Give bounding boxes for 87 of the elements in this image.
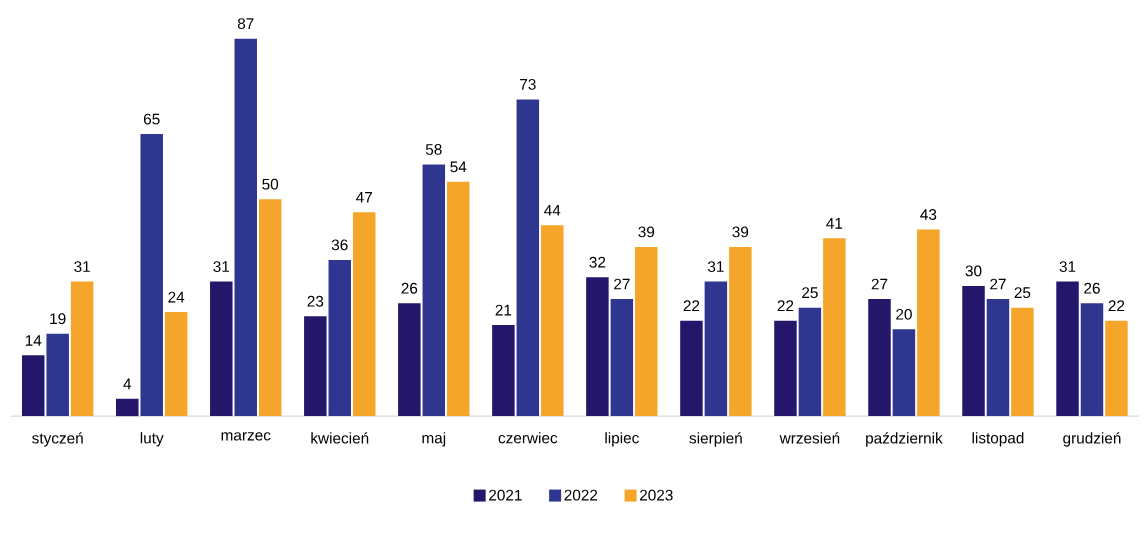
bar	[258, 198, 282, 416]
bar	[422, 164, 446, 416]
x-tick-label: październik	[866, 431, 943, 447]
bar	[774, 320, 797, 416]
bar	[116, 398, 139, 416]
data-label: 36	[331, 239, 348, 251]
bar	[234, 38, 257, 416]
bar	[492, 324, 515, 416]
bar	[210, 281, 233, 416]
data-label: 39	[732, 226, 749, 238]
bar	[46, 333, 69, 416]
bar	[917, 229, 940, 416]
data-label: 31	[213, 260, 230, 272]
bar	[447, 181, 470, 416]
bar	[516, 99, 540, 416]
data-label: 41	[826, 217, 843, 229]
data-label: 26	[1084, 282, 1100, 294]
data-label: 19	[50, 312, 66, 324]
bar	[635, 246, 658, 416]
bar	[610, 298, 634, 416]
x-tick-label: marzec	[221, 431, 271, 441]
bar	[1011, 307, 1034, 416]
bar	[1105, 320, 1128, 416]
bar	[398, 303, 421, 416]
data-label: 23	[307, 295, 324, 307]
bar	[22, 355, 45, 416]
data-label: 73	[520, 78, 536, 90]
bar	[70, 281, 94, 416]
bar	[304, 316, 327, 416]
data-label: 47	[356, 191, 372, 203]
bar	[352, 211, 376, 416]
data-label: 58	[425, 143, 442, 155]
data-label: 50	[262, 178, 279, 190]
data-label: 27	[990, 278, 1006, 290]
legend-label: 2023	[640, 489, 673, 501]
x-tick-label: grudzień	[1063, 431, 1121, 447]
data-label: 30	[965, 265, 982, 277]
data-label: 54	[450, 161, 467, 172]
bar	[1080, 303, 1104, 416]
data-label: 22	[777, 300, 794, 311]
data-label: 27	[614, 278, 630, 290]
data-label: 39	[638, 226, 655, 238]
data-label: 24	[168, 291, 185, 303]
bar	[962, 285, 985, 416]
bar	[140, 133, 163, 416]
data-label: 22	[1108, 300, 1125, 311]
bar	[328, 259, 352, 416]
bar	[798, 307, 822, 416]
data-label: 27	[871, 278, 888, 290]
x-tick-label: wrzesień	[779, 431, 840, 444]
data-label: 31	[74, 260, 90, 272]
data-label: 87	[237, 17, 254, 29]
bar	[541, 224, 564, 416]
bar	[680, 320, 703, 416]
data-label: 22	[683, 300, 700, 311]
legend-label: 2021	[489, 489, 522, 501]
bar	[164, 311, 188, 416]
x-tick-label: listopad	[972, 431, 1024, 447]
data-label: 25	[1014, 286, 1031, 298]
bar	[892, 329, 916, 416]
data-label: 4	[123, 378, 132, 389]
data-label: 21	[495, 304, 512, 316]
data-label: 32	[589, 256, 606, 268]
data-label: 44	[544, 204, 561, 216]
bar	[986, 298, 1010, 416]
data-label: 25	[802, 286, 818, 298]
bar	[704, 281, 728, 416]
x-tick-label: styczeń	[32, 431, 83, 447]
data-label: 20	[896, 308, 912, 320]
x-tick-label: maj	[422, 431, 446, 447]
data-label: 31	[707, 260, 724, 272]
bar	[586, 277, 609, 416]
legend-label: 2022	[564, 489, 598, 501]
bar	[729, 246, 752, 416]
data-label: 65	[143, 113, 160, 125]
data-label: 43	[920, 208, 937, 220]
x-tick-label: luty	[140, 431, 164, 447]
data-label: 31	[1059, 260, 1076, 272]
x-tick-label: sierpień	[689, 431, 742, 447]
bar	[868, 298, 891, 416]
data-label: 14	[25, 334, 42, 346]
bar	[1056, 281, 1079, 416]
bar	[823, 238, 846, 416]
x-tick-label: lipiec	[605, 431, 639, 447]
x-tick-label: czerwiec	[498, 431, 558, 444]
data-label: 26	[401, 282, 418, 294]
x-tick-label: kwiecień	[311, 431, 369, 444]
